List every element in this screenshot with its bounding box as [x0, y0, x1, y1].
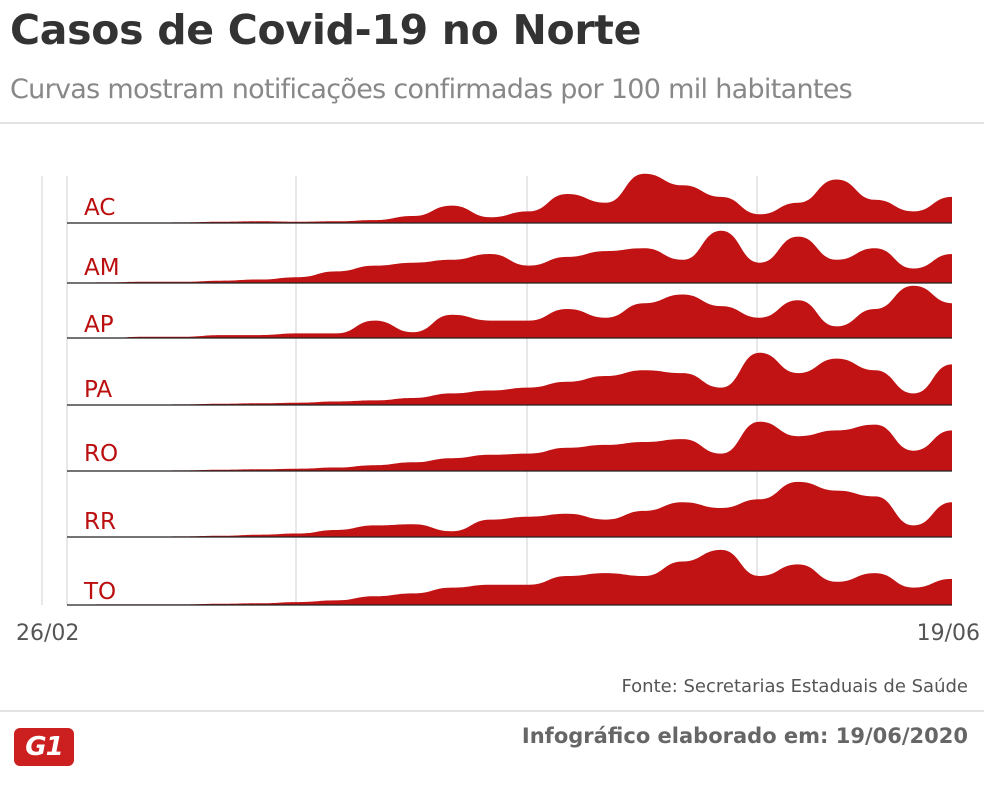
chart-x-axis: 26/02 19/06 [16, 621, 980, 646]
header-divider [0, 122, 984, 124]
ridge-area-am [67, 230, 952, 283]
ridge-area-ap [67, 285, 952, 338]
g1-logo: G1 [14, 728, 74, 766]
ridge-rr: RR [67, 481, 952, 538]
ridge-label-pa: PA [84, 377, 112, 403]
source-note: Fonte: Secretarias Estaduais de Saúde [621, 676, 968, 697]
ridge-label-to: TO [83, 579, 116, 605]
ridge-ro: RO [67, 421, 952, 472]
ridge-label-am: AM [84, 255, 120, 281]
ridge-pa: PA [67, 352, 952, 406]
ridge-area-ac [67, 173, 952, 223]
ridge-label-ro: RO [84, 441, 118, 467]
page-subtitle: Curvas mostram notificações confirmadas … [10, 74, 853, 105]
page-title: Casos de Covid-19 no Norte [10, 6, 642, 54]
ridge-ac: AC [67, 173, 952, 224]
ridge-label-ac: AC [84, 195, 115, 221]
x-tick-end: 19/06 [917, 621, 980, 646]
ridge-to: TO [67, 549, 952, 606]
g1-logo-text: G1 [25, 732, 63, 762]
footer-divider [0, 710, 984, 712]
ridgeline-chart: AC AM AP PA RO RR TO 26/02 19/06 [16, 173, 980, 646]
ridge-am: AM [67, 230, 952, 284]
ridge-label-ap: AP [84, 312, 114, 338]
ridge-area-pa [67, 352, 952, 405]
chart-ridges: AC AM AP PA RO RR TO [67, 173, 952, 606]
ridge-area-to [67, 549, 952, 605]
ridge-area-rr [67, 481, 952, 537]
x-tick-start: 26/02 [16, 621, 79, 646]
ridge-ap: AP [67, 285, 952, 339]
credit-note: Infográfico elaborado em: 19/06/2020 [521, 724, 968, 748]
ridge-area-ro [67, 421, 952, 471]
ridge-label-rr: RR [84, 509, 116, 535]
